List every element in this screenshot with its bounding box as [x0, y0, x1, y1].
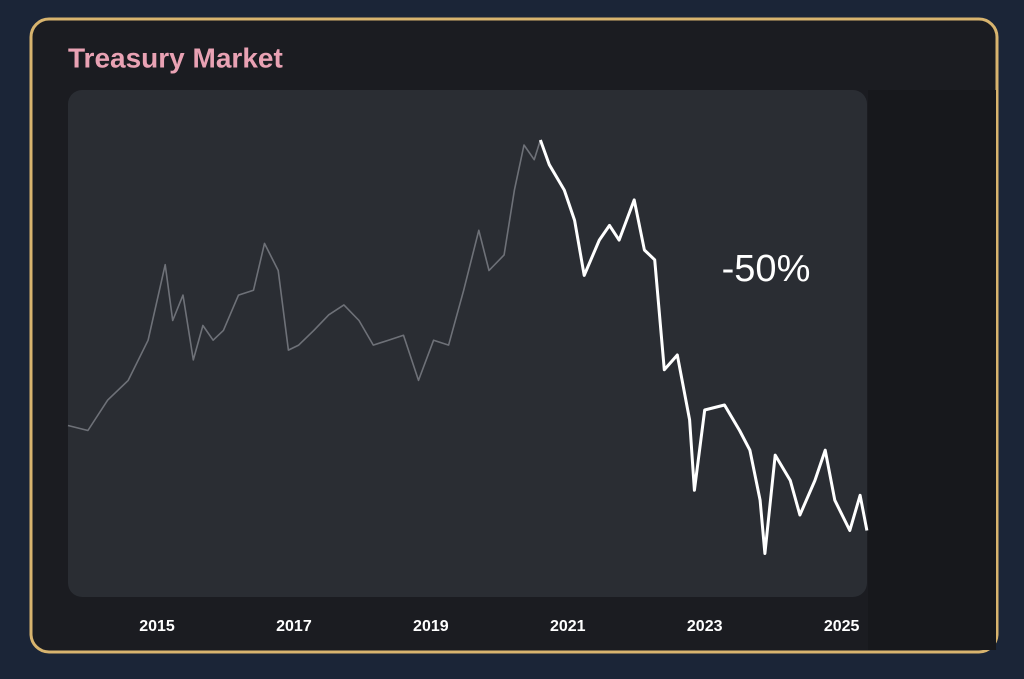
plot-area — [68, 90, 867, 597]
line — [67, 139, 542, 432]
x-tick-label: 2017 — [276, 618, 312, 635]
x-tick-label: 2019 — [413, 618, 449, 635]
annotation: -50% — [722, 248, 811, 290]
line — [538, 139, 869, 555]
x-tick-label: 2025 — [824, 618, 860, 635]
x-tick-label: 2015 — [139, 618, 175, 635]
x-tick-label: 2023 — [687, 618, 723, 635]
x-tick-label: 2021 — [550, 618, 586, 635]
chart-title: Treasury Market — [68, 42, 283, 73]
side-panel — [868, 90, 996, 650]
